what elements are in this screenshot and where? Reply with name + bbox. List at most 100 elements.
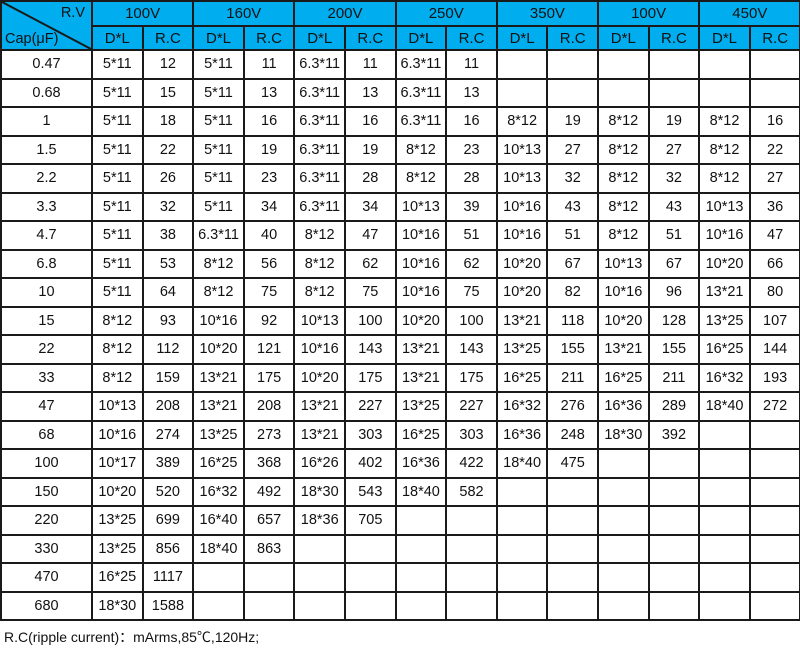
ripple-current-cell: 143 xyxy=(344,334,397,365)
dimension-cell: 13*21 xyxy=(293,391,346,422)
ripple-current-cell: 276 xyxy=(546,391,600,422)
dimension-cell: 6.3*11 xyxy=(394,106,448,137)
dimension-cell: 16*25 xyxy=(91,562,144,593)
dimension-cell: 18*40 xyxy=(495,448,549,479)
dimension-cell: 16*25 xyxy=(394,419,448,450)
ripple-current-cell: 19 xyxy=(242,134,296,165)
ripple-current-cell: 23 xyxy=(445,134,498,165)
voltage-header: 450V xyxy=(698,0,800,27)
ripple-current-cell xyxy=(242,590,296,621)
ripple-current-cell: 67 xyxy=(546,248,600,279)
ripple-current-cell: 56 xyxy=(242,248,296,279)
dimension-cell: 5*11 xyxy=(91,49,144,80)
capacitance-cell: 0.47 xyxy=(0,49,93,80)
dimension-cell xyxy=(495,77,549,108)
dimension-cell: 13*21 xyxy=(597,334,650,365)
table-row: 6.8 5*11 53 8*12 56 8*12 62 10*16 62 10*20 67 10*13… xyxy=(0,248,800,279)
dimension-cell: 8*12 xyxy=(192,248,245,279)
table-row: 150 10*20 520 16*32 492 18*30 543 18*40 582 xyxy=(0,476,800,507)
ripple-current-cell: 16 xyxy=(242,106,296,137)
dimension-cell: 5*11 xyxy=(91,163,144,194)
dimension-cell xyxy=(597,590,650,621)
table-row: 680 18*30 1588 xyxy=(0,590,800,621)
ripple-current-cell: 100 xyxy=(445,305,498,336)
ripple-current-cell: 273 xyxy=(242,419,296,450)
dimension-cell xyxy=(597,49,650,80)
dimension-cell: 10*16 xyxy=(192,305,245,336)
ripple-current-cell: 32 xyxy=(546,163,600,194)
dimension-cell: 8*12 xyxy=(394,134,448,165)
dimension-cell: 10*20 xyxy=(698,248,751,279)
dimension-cell xyxy=(698,77,751,108)
dimension-cell xyxy=(394,533,448,564)
rc-header: R.C xyxy=(647,25,701,51)
dimension-cell xyxy=(293,562,346,593)
dimension-cell: 5*11 xyxy=(91,277,144,308)
capacitance-cell: 330 xyxy=(0,533,93,564)
dimension-cell: 10*20 xyxy=(394,305,448,336)
table-row: 1.5 5*11 22 5*11 19 6.3*11 19 8*12 23 10*13 27 8*12… xyxy=(0,134,800,165)
dimension-cell xyxy=(495,590,549,621)
dimension-cell: 10*13 xyxy=(495,134,549,165)
dimension-cell: 8*12 xyxy=(394,163,448,194)
ripple-current-cell: 155 xyxy=(647,334,701,365)
dimension-cell: 13*25 xyxy=(91,533,144,564)
dimension-cell: 18*30 xyxy=(293,476,346,507)
dimension-cell: 13*25 xyxy=(394,391,448,422)
ripple-current-cell: 211 xyxy=(546,362,600,393)
ripple-current-cell: 175 xyxy=(344,362,397,393)
ripple-current-cell xyxy=(546,590,600,621)
ripple-current-cell xyxy=(748,505,800,536)
dimension-cell xyxy=(698,49,751,80)
capacitance-cell: 150 xyxy=(0,476,93,507)
rated-voltage-label: R.V xyxy=(60,5,85,21)
dimension-cell: 16*32 xyxy=(698,362,751,393)
dimension-cell: 10*16 xyxy=(91,419,144,450)
dimension-cell: 13*21 xyxy=(192,362,245,393)
dimension-cell xyxy=(597,533,650,564)
capacitance-cell: 47 xyxy=(0,391,93,422)
capacitance-label: Cap(μF) xyxy=(5,31,59,47)
dimension-cell xyxy=(495,562,549,593)
dimension-cell: 10*20 xyxy=(495,277,549,308)
voltage-header: 100V xyxy=(597,0,701,27)
dl-header: D*L xyxy=(597,25,650,51)
rc-header: R.C xyxy=(546,25,600,51)
dimension-cell: 5*11 xyxy=(192,163,245,194)
ripple-current-cell: 520 xyxy=(141,476,195,507)
ripple-current-cell xyxy=(344,562,397,593)
dimension-cell: 18*36 xyxy=(293,505,346,536)
ripple-current-cell: 27 xyxy=(647,134,701,165)
ripple-current-cell: 121 xyxy=(242,334,296,365)
dimension-cell: 8*12 xyxy=(597,106,650,137)
dimension-cell: 13*25 xyxy=(495,334,549,365)
ripple-current-cell xyxy=(445,562,498,593)
dimension-cell: 8*12 xyxy=(698,163,751,194)
dimension-cell: 8*12 xyxy=(698,134,751,165)
dimension-cell: 13*21 xyxy=(192,391,245,422)
dimension-cell: 18*30 xyxy=(91,590,144,621)
capacitance-cell: 15 xyxy=(0,305,93,336)
rc-header: R.C xyxy=(344,25,397,51)
dl-header: D*L xyxy=(698,25,751,51)
dl-header: D*L xyxy=(91,25,144,51)
dimension-cell: 6.3*11 xyxy=(293,134,346,165)
dimension-cell: 16*36 xyxy=(495,419,549,450)
ripple-current-cell: 100 xyxy=(344,305,397,336)
dimension-cell xyxy=(698,533,751,564)
ripple-current-cell: 36 xyxy=(748,191,800,222)
ripple-current-cell: 543 xyxy=(344,476,397,507)
capacitance-cell: 33 xyxy=(0,362,93,393)
ripple-current-cell xyxy=(748,562,800,593)
dimension-cell: 5*11 xyxy=(91,134,144,165)
dimension-cell: 10*16 xyxy=(597,277,650,308)
dimension-cell: 10*13 xyxy=(495,163,549,194)
capacitance-cell: 4.7 xyxy=(0,220,93,251)
ripple-current-cell: 582 xyxy=(445,476,498,507)
dimension-cell: 13*21 xyxy=(495,305,549,336)
ripple-current-cell: 208 xyxy=(141,391,195,422)
ripple-current-cell: 492 xyxy=(242,476,296,507)
capacitance-cell: 68 xyxy=(0,419,93,450)
dimension-cell: 6.3*11 xyxy=(293,191,346,222)
capacitor-spec-table: R.V Cap(μF) 100V 160V 200V 250V 350V 100V 450V… xyxy=(0,0,800,621)
